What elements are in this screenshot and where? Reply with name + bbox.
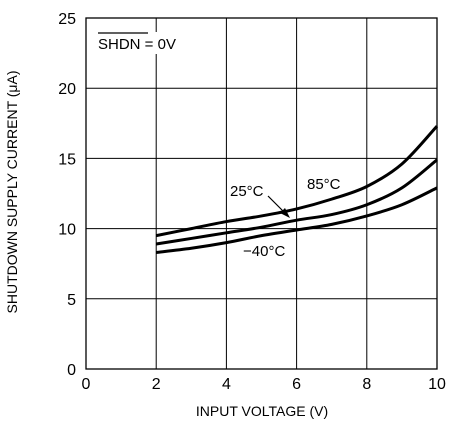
condition-overbar-text: SHDN — [98, 36, 141, 53]
series-curves — [155, 125, 439, 254]
series-line-2 — [156, 186, 438, 254]
label-85c: 85°C — [307, 176, 341, 193]
condition-box — [96, 32, 190, 54]
y-tick-label: 0 — [67, 362, 76, 379]
y-tick-label: 10 — [58, 222, 76, 239]
x-tick-label: 10 — [428, 376, 446, 393]
y-axis-title: SHUTDOWN SUPPLY CURRENT (μA) — [4, 71, 20, 314]
x-axis-title: INPUT VOLTAGE (V) — [196, 403, 328, 419]
y-tick-label: 20 — [58, 81, 76, 98]
y-tick-label: 5 — [67, 292, 76, 309]
y-tick-labels: 0 5 10 15 20 25 — [58, 11, 76, 379]
plot-frame — [85, 17, 438, 370]
condition-rest-text: = 0V — [141, 36, 176, 53]
label-25c: 25°C — [230, 183, 264, 200]
y-tick-label: 25 — [58, 11, 76, 28]
y-tick-label: 15 — [58, 151, 76, 168]
label-minus40c: −40°C — [243, 243, 285, 260]
x-tick-label: 8 — [362, 376, 371, 393]
series-line-1 — [155, 158, 438, 246]
x-tick-label: 2 — [152, 376, 161, 393]
x-tick-labels: 0 2 4 6 8 10 — [82, 376, 446, 393]
x-tick-label: 6 — [292, 376, 301, 393]
x-tick-label: 4 — [222, 376, 231, 393]
label-25c-arrowhead — [280, 208, 290, 218]
series-line-0 — [155, 125, 439, 238]
x-tick-label: 0 — [82, 376, 91, 393]
condition-label: SHDN = 0V — [98, 36, 176, 53]
